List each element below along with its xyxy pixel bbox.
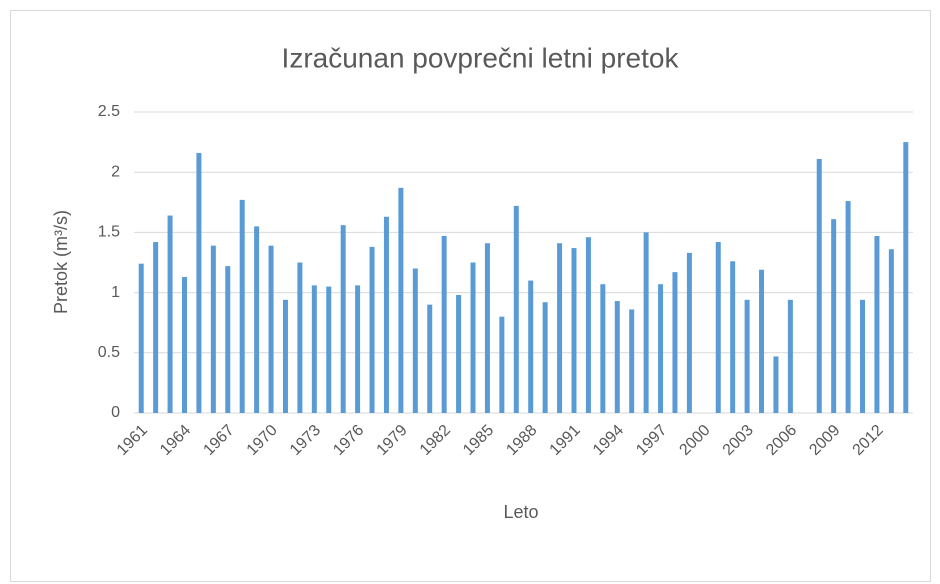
bar: [557, 243, 563, 413]
x-axis-title: Leto: [503, 502, 538, 522]
bar: [297, 262, 303, 413]
bar: [456, 295, 462, 413]
bar: [210, 245, 216, 413]
bar: [888, 249, 894, 413]
y-tick-label: 2.5: [98, 103, 120, 120]
bar: [441, 236, 447, 413]
bar: [787, 299, 793, 413]
y-tick-label: 1.5: [98, 224, 120, 241]
bar: [816, 158, 822, 413]
bar: [759, 269, 765, 413]
bar: [196, 152, 202, 413]
bar: [138, 263, 144, 413]
bar: [254, 226, 260, 413]
bar: [340, 225, 346, 413]
bar: [744, 299, 750, 413]
y-tick-label: 0: [111, 404, 120, 421]
bar: [686, 252, 692, 413]
bar: [903, 142, 909, 413]
bar: [629, 309, 635, 413]
bar: [643, 232, 649, 413]
bar: [311, 285, 317, 413]
bar: [585, 237, 591, 413]
chart-title: Izračunan povprečni letni pretok: [282, 42, 680, 73]
bar: [845, 201, 851, 413]
chart-border: [10, 10, 931, 582]
bar: [860, 299, 866, 413]
bar: [398, 187, 404, 413]
bar: [730, 261, 736, 413]
bar: [513, 205, 519, 413]
bar: [672, 272, 678, 413]
bar: [268, 245, 274, 413]
bar: [542, 302, 548, 413]
bar: [181, 276, 187, 413]
bar: [355, 285, 361, 413]
bar: [383, 216, 389, 413]
bar: [484, 243, 490, 413]
bar: [153, 242, 159, 413]
bar: [528, 280, 534, 413]
bar: [773, 356, 779, 413]
bar: [167, 215, 173, 413]
bar: [600, 284, 606, 413]
bar: [874, 236, 880, 413]
bar: [571, 248, 577, 413]
bar: [412, 268, 418, 413]
y-tick-label: 2: [111, 163, 120, 180]
bar: [282, 299, 288, 413]
bar: [225, 266, 231, 413]
y-tick-label: 1: [111, 284, 120, 301]
bar: [239, 199, 245, 413]
y-tick-label: 0.5: [98, 344, 120, 361]
bar: [427, 304, 433, 413]
y-axis-title: Pretok (m³/s): [51, 210, 71, 314]
bar: [470, 262, 476, 413]
bar: [369, 246, 375, 413]
bar: [614, 301, 620, 413]
bar: [715, 242, 721, 413]
bar: [499, 316, 505, 413]
bar: [658, 284, 664, 413]
bar: [326, 286, 332, 413]
bar: [831, 219, 837, 413]
